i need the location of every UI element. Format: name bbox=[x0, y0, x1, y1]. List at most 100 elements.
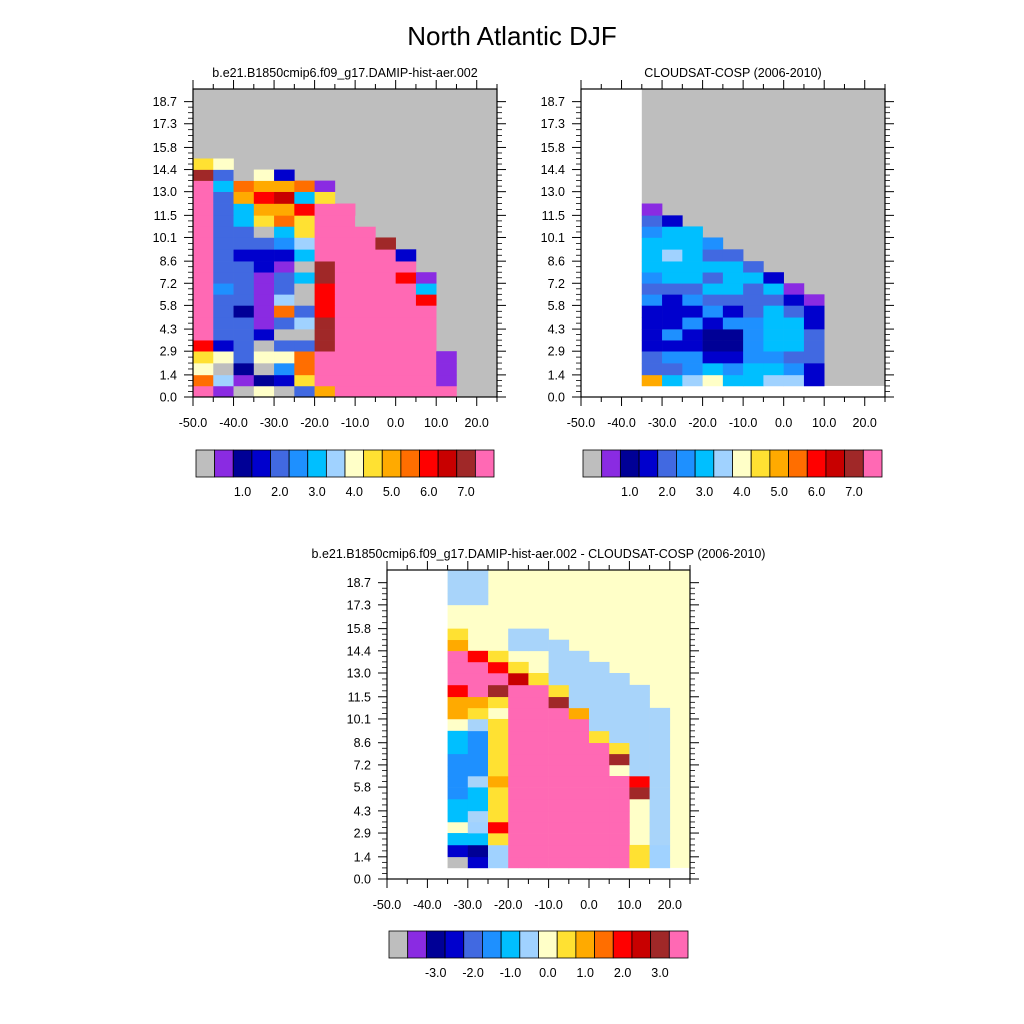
x-tick-label: 10.0 bbox=[617, 898, 641, 912]
heatmap-cell bbox=[649, 856, 671, 869]
heatmap-cell bbox=[467, 650, 489, 663]
heatmap-cell bbox=[722, 283, 744, 295]
heatmap-cell bbox=[528, 628, 549, 641]
heatmap-cell bbox=[548, 833, 570, 846]
heatmap-cell bbox=[568, 730, 590, 744]
heatmap-cell bbox=[213, 340, 234, 352]
heatmap-cell bbox=[682, 374, 703, 387]
heatmap-cell bbox=[213, 203, 234, 216]
heatmap-cell bbox=[274, 215, 295, 227]
heatmap-cell bbox=[609, 776, 630, 788]
heatmap-cell bbox=[314, 374, 336, 387]
colorbar-swatch bbox=[713, 449, 733, 478]
heatmap-cell bbox=[488, 696, 509, 709]
heatmap-cell bbox=[436, 363, 457, 376]
colorbar-swatch bbox=[519, 930, 539, 959]
heatmap-cell bbox=[213, 385, 234, 398]
heatmap-cell bbox=[334, 226, 356, 238]
heatmap-cell bbox=[375, 317, 396, 330]
x-tick-label: -50.0 bbox=[567, 416, 596, 430]
heatmap-cell bbox=[294, 305, 315, 318]
heatmap-cell bbox=[629, 764, 650, 777]
colorbar-swatch bbox=[575, 930, 595, 959]
heatmap-cell bbox=[447, 798, 469, 812]
x-tick-label: -30.0 bbox=[454, 898, 483, 912]
heatmap-cell bbox=[589, 798, 610, 812]
heatmap-cell bbox=[662, 317, 683, 330]
heatmap-cell bbox=[783, 374, 805, 387]
heatmap-cell bbox=[355, 283, 376, 295]
heatmap-cell bbox=[233, 261, 255, 273]
heatmap-cell bbox=[355, 272, 376, 284]
heatmap-cell bbox=[334, 317, 356, 330]
heatmap-cell bbox=[662, 329, 683, 341]
heatmap-cell bbox=[213, 180, 234, 192]
heatmap-cell bbox=[294, 374, 315, 387]
heatmap-cell bbox=[743, 283, 764, 295]
heatmap-cell bbox=[467, 856, 489, 869]
heatmap-cell bbox=[294, 237, 315, 250]
heatmap-cell bbox=[803, 305, 825, 318]
heatmap-cell bbox=[395, 329, 417, 341]
heatmap-cell bbox=[314, 340, 336, 352]
heatmap-cell bbox=[609, 673, 630, 686]
heatmap-cell bbox=[314, 385, 336, 398]
x-tick-label: 10.0 bbox=[424, 416, 448, 430]
heatmap-cell bbox=[508, 810, 529, 823]
heatmap-cell bbox=[447, 592, 469, 606]
colorbar: -3.0 -2.0 -1.0 0.0 1.0 2.0 3.0 bbox=[388, 930, 689, 980]
y-tick-label: 15.8 bbox=[541, 141, 565, 155]
heatmap-cell bbox=[609, 742, 630, 755]
heatmap-cell bbox=[763, 317, 784, 330]
heatmap-cell bbox=[548, 673, 570, 686]
colorbar-swatch bbox=[556, 930, 577, 959]
heatmap-cell bbox=[274, 249, 295, 262]
y-tick-label: 10.1 bbox=[541, 231, 565, 245]
heatmap-cell bbox=[702, 317, 724, 330]
heatmap-cell bbox=[548, 661, 570, 674]
heatmap-cell bbox=[548, 753, 570, 766]
heatmap-cell bbox=[763, 329, 784, 341]
heatmap-cell bbox=[662, 237, 683, 250]
colorbar-swatch bbox=[195, 449, 216, 478]
heatmap-cell bbox=[589, 833, 610, 846]
x-tick-label: -20.0 bbox=[494, 898, 523, 912]
heatmap-cell bbox=[763, 363, 784, 376]
heatmap-cell bbox=[193, 294, 214, 306]
heatmap-cell bbox=[662, 261, 683, 273]
heatmap-cell bbox=[662, 215, 683, 227]
heatmap-cell bbox=[253, 317, 275, 330]
heatmap-cell bbox=[355, 385, 376, 398]
heatmap-cell bbox=[629, 730, 650, 744]
heatmap-cell bbox=[488, 821, 509, 834]
colorbar-label: 2.0 bbox=[614, 966, 631, 980]
heatmap-cell bbox=[508, 821, 529, 834]
heatmap-cell bbox=[528, 753, 549, 766]
heatmap-cell bbox=[467, 592, 489, 606]
heatmap-cell bbox=[641, 249, 663, 262]
heatmap-cell bbox=[589, 696, 610, 709]
heatmap-cell bbox=[488, 673, 509, 686]
colorbar-label: 6.0 bbox=[420, 485, 437, 499]
x-tick-label: 20.0 bbox=[853, 416, 877, 430]
heatmap-cell bbox=[375, 385, 396, 398]
heatmap-cell bbox=[334, 305, 356, 318]
x-tick-label: 20.0 bbox=[658, 898, 682, 912]
heatmap-cell bbox=[488, 753, 509, 766]
heatmap-cell bbox=[568, 742, 590, 755]
heatmap-cell bbox=[395, 294, 417, 306]
heatmap-cell bbox=[589, 753, 610, 766]
heatmap-cell bbox=[334, 203, 356, 216]
heatmap-cell bbox=[447, 707, 469, 720]
y-tick-label: 13.0 bbox=[347, 667, 371, 681]
heatmap-cell bbox=[783, 294, 805, 306]
heatmap-cell bbox=[467, 718, 489, 732]
figure-title: North Atlantic DJF bbox=[407, 21, 617, 51]
heatmap-cell bbox=[589, 787, 610, 800]
colorbar-swatch bbox=[612, 930, 633, 959]
colorbar-swatch bbox=[482, 930, 502, 959]
heatmap-cell bbox=[447, 696, 469, 709]
heatmap-cell bbox=[488, 718, 509, 732]
heatmap-cell bbox=[568, 673, 590, 686]
y-tick-label: 4.3 bbox=[548, 323, 565, 337]
